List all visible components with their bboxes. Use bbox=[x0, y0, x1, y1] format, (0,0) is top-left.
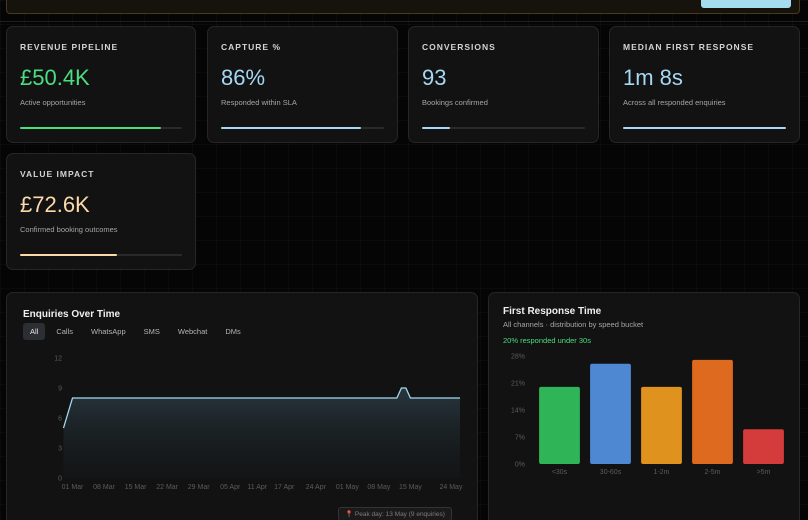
y-tick-label: 0% bbox=[515, 462, 525, 469]
kpi-progress-fill bbox=[422, 127, 450, 129]
y-tick-label: 7% bbox=[515, 435, 525, 442]
x-tick-label: <30s bbox=[552, 469, 568, 476]
tab-webchat[interactable]: Webchat bbox=[177, 327, 208, 336]
enquiries-series-line bbox=[62, 387, 460, 429]
kpi-value: 86% bbox=[221, 65, 266, 90]
peak-day-text: Peak day: 13 May (9 enquiries) bbox=[354, 511, 445, 518]
kpi-label: REVENUE PIPELINE bbox=[20, 42, 119, 52]
response-bar-chart: 0% 7% 14% 21% 28% <30s 30-60s 1-2m 2-5m >5m bbox=[511, 354, 784, 476]
response-subtitle: All channels · distribution by speed buc… bbox=[503, 320, 644, 329]
x-tick-label: 17 Apr bbox=[274, 484, 295, 491]
enquiries-area-fill bbox=[63, 388, 460, 478]
kpi-progress-fill bbox=[221, 127, 362, 129]
x-tick-label: 29 Mar bbox=[188, 484, 210, 491]
tab-sms[interactable]: SMS bbox=[143, 327, 160, 336]
bar-0[interactable] bbox=[539, 386, 580, 464]
pin-icon: 📍 bbox=[345, 511, 355, 518]
kpi-card-conversions: CONVERSIONS 93 Bookings confirmed bbox=[408, 26, 599, 143]
channel-tabs: All Calls WhatsApp SMS Webchat DMs bbox=[23, 323, 248, 340]
kpi-progress-track bbox=[422, 127, 585, 129]
kpi-label: CAPTURE % bbox=[221, 42, 282, 52]
y-tick-label: 21% bbox=[511, 381, 525, 388]
response-title: First Response Time bbox=[503, 306, 602, 317]
kpi-value: 93 bbox=[422, 65, 447, 90]
kpi-progress-track bbox=[623, 127, 786, 129]
x-tick-label: 15 May bbox=[399, 484, 422, 491]
bar-2[interactable] bbox=[641, 386, 682, 464]
kpi-label: CONVERSIONS bbox=[422, 42, 496, 52]
banner-action-button[interactable] bbox=[701, 0, 791, 8]
peak-day-note: 📍 Peak day: 13 May (9 enquiries) bbox=[338, 507, 452, 520]
bar-4[interactable] bbox=[743, 429, 784, 464]
kpi-subtitle: Confirmed booking outcomes bbox=[20, 225, 118, 234]
bar-1[interactable] bbox=[590, 363, 631, 464]
x-tick-label: 22 Mar bbox=[156, 484, 178, 491]
x-tick-label: 15 Mar bbox=[125, 484, 147, 491]
kpi-progress-fill bbox=[623, 127, 786, 129]
tab-whatsapp[interactable]: WhatsApp bbox=[91, 327, 126, 336]
kpi-progress-fill bbox=[20, 254, 118, 256]
y-tick-label: 0 bbox=[58, 476, 62, 483]
x-tick-label: 24 May bbox=[440, 484, 463, 491]
kpi-subtitle: Responded within SLA bbox=[221, 98, 297, 107]
kpi-progress-track bbox=[221, 127, 384, 129]
enquiries-area-chart: 0 3 6 9 12 01 Mar 08 Mar 15 Mar 22 Mar 29 Mar 05 … bbox=[54, 356, 463, 492]
enquiries-title: Enquiries Over Time bbox=[23, 309, 121, 320]
header-divider bbox=[0, 21, 808, 22]
tab-calls[interactable]: Calls bbox=[56, 327, 74, 336]
kpi-label: VALUE IMPACT bbox=[20, 169, 95, 179]
y-tick-label: 6 bbox=[58, 416, 62, 423]
kpi-label: MEDIAN FIRST RESPONSE bbox=[623, 42, 755, 52]
x-tick-label: 05 Apr bbox=[220, 484, 241, 491]
kpi-subtitle: Bookings confirmed bbox=[422, 98, 488, 107]
kpi-progress-track bbox=[20, 254, 182, 256]
bar-3[interactable] bbox=[692, 359, 733, 464]
top-banner bbox=[6, 0, 800, 14]
y-tick-label: 3 bbox=[58, 446, 62, 453]
y-tick-label: 14% bbox=[511, 408, 525, 415]
y-tick-label: 9 bbox=[58, 386, 62, 393]
kpi-card-median-first-response: MEDIAN FIRST RESPONSE 1m 8s Across all r… bbox=[609, 26, 800, 143]
x-tick-label: 1-2m bbox=[654, 469, 670, 476]
x-tick-label: 08 May bbox=[367, 484, 390, 491]
kpi-progress-track bbox=[20, 127, 182, 129]
tab-dms[interactable]: DMs bbox=[225, 327, 241, 336]
y-tick-label: 12 bbox=[54, 356, 62, 363]
x-tick-label: 11 Apr bbox=[247, 484, 267, 491]
x-tick-label: 2-5m bbox=[705, 469, 721, 476]
tab-all[interactable]: All bbox=[23, 323, 46, 340]
response-highlight: 20% responded under 30s bbox=[503, 336, 591, 345]
kpi-subtitle: Active opportunities bbox=[20, 98, 86, 107]
enquiries-over-time-panel: Enquiries Over Time All Calls WhatsApp S… bbox=[6, 292, 478, 520]
y-tick-label: 28% bbox=[511, 354, 525, 361]
x-tick-label: 08 Mar bbox=[93, 484, 115, 491]
kpi-progress-fill bbox=[20, 127, 161, 129]
kpi-subtitle: Across all responded enquiries bbox=[623, 98, 726, 107]
kpi-card-value-impact: VALUE IMPACT £72.6K Confirmed booking ou… bbox=[6, 153, 196, 270]
x-tick-label: 01 Mar bbox=[62, 484, 84, 491]
x-tick-label: 24 Apr bbox=[306, 484, 327, 491]
x-tick-label: 01 May bbox=[336, 484, 359, 491]
x-tick-label: >5m bbox=[757, 469, 771, 476]
kpi-value: 1m 8s bbox=[623, 65, 683, 90]
kpi-card-revenue-pipeline: REVENUE PIPELINE £50.4K Active opportuni… bbox=[6, 26, 196, 143]
first-response-time-panel: First Response Time All channels · distr… bbox=[488, 292, 800, 520]
kpi-value: £50.4K bbox=[20, 65, 90, 90]
x-tick-label: 30-60s bbox=[600, 469, 622, 476]
kpi-card-capture: CAPTURE % 86% Responded within SLA bbox=[207, 26, 398, 143]
kpi-value: £72.6K bbox=[20, 192, 90, 217]
